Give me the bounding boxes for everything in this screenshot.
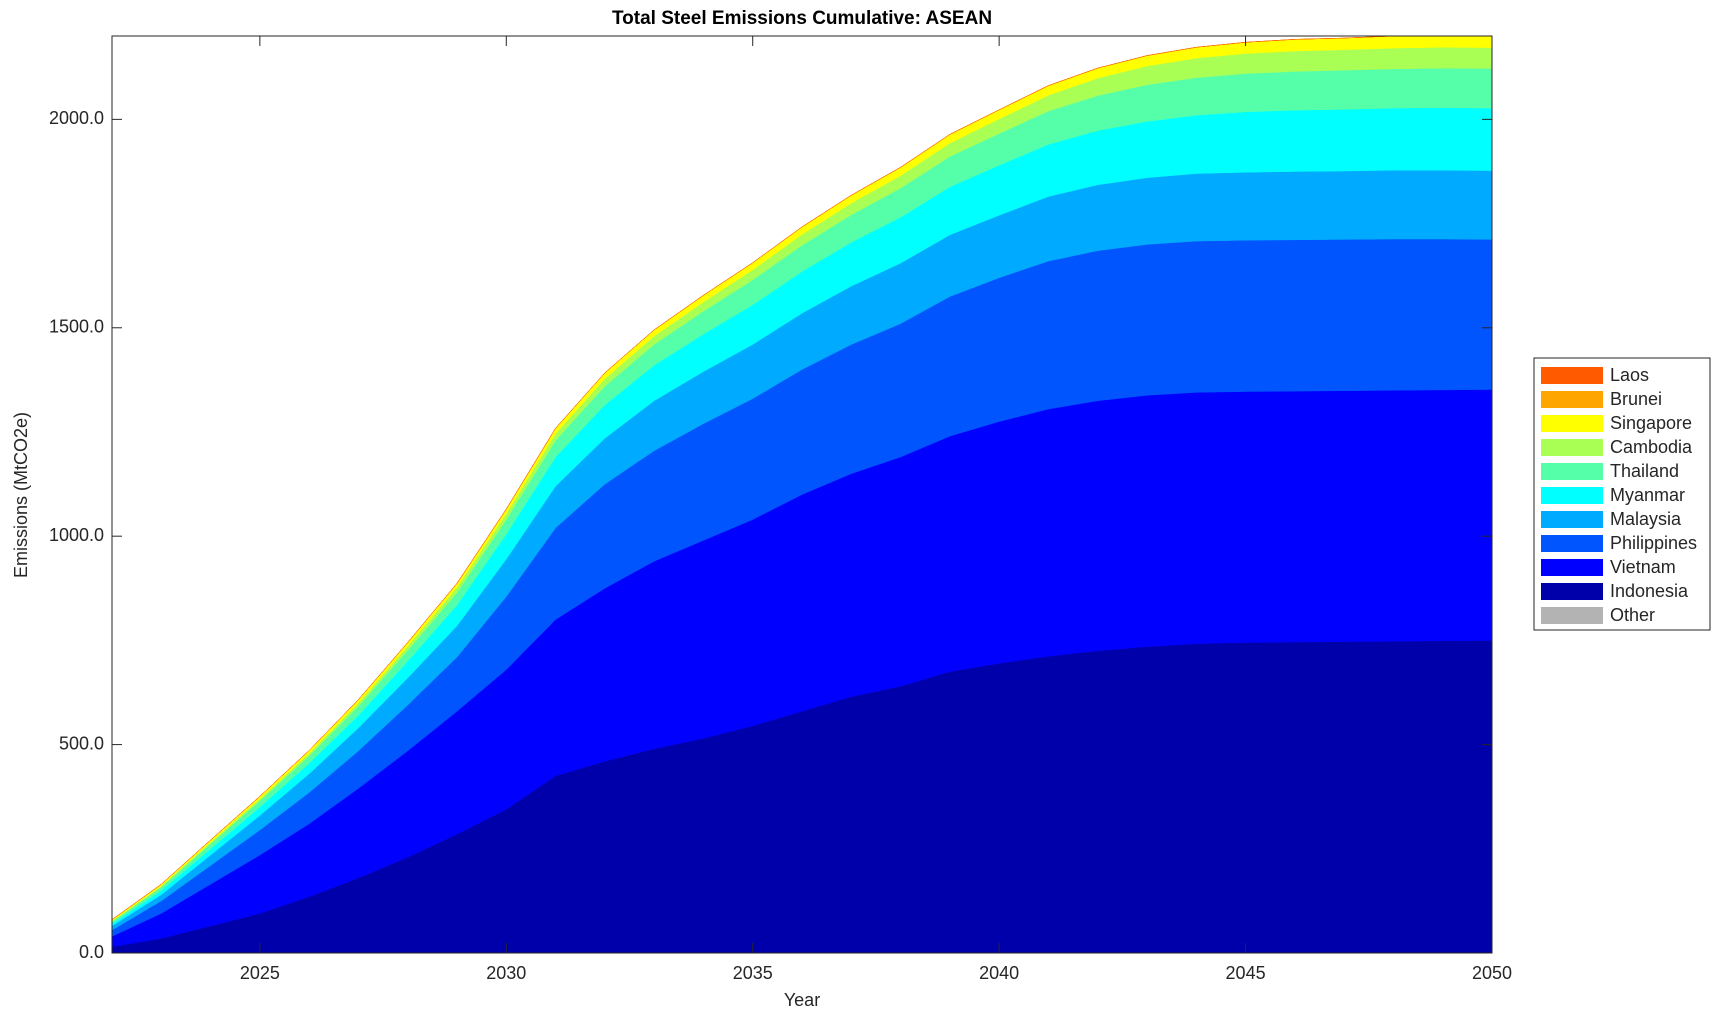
y-tick-label: 500.0 (59, 733, 104, 753)
x-tick-label: 2050 (1472, 963, 1512, 983)
x-tick-label: 2035 (733, 963, 773, 983)
chart-title: Total Steel Emissions Cumulative: ASEAN (612, 8, 992, 29)
legend-label: Thailand (1610, 461, 1679, 481)
legend-swatch (1541, 511, 1603, 528)
legend: Laos Brunei Singapore Cambodia Thailand Myanm… (1533, 357, 1711, 631)
legend-label: Malaysia (1610, 509, 1682, 529)
axes: 2025 2030 2035 2040 2045 2050 0.0 500.0 1000.0 15… (49, 35, 1512, 983)
y-tick-label: 0.0 (79, 942, 104, 962)
area (112, 36, 1409, 920)
legend-label: Singapore (1610, 413, 1692, 433)
legend-label: Philippines (1610, 533, 1697, 553)
legend-swatch (1541, 583, 1603, 600)
legend-swatch (1541, 415, 1603, 432)
x-tick-label: 2040 (979, 963, 1019, 983)
axes-box (111, 35, 1493, 954)
legend-label: Vietnam (1610, 557, 1676, 577)
legend-label: Cambodia (1610, 437, 1693, 457)
y-axis-label: Emissions (MtCO2e) (11, 412, 31, 578)
legend-label: Myanmar (1610, 485, 1685, 505)
legend-swatch (1541, 463, 1603, 480)
legend-swatch (1541, 559, 1603, 576)
y-tick-label: 1000.0 (49, 525, 104, 545)
legend-label: Brunei (1610, 389, 1662, 409)
x-tick-label: 2045 (1226, 963, 1266, 983)
y-tick-label: 2000.0 (49, 108, 104, 128)
legend-swatch (1541, 535, 1603, 552)
x-tick-label: 2030 (486, 963, 526, 983)
x-axis-label: Year (784, 990, 820, 1010)
y-tick-label: 1500.0 (49, 317, 104, 337)
legend-swatch (1541, 391, 1603, 408)
legend-swatch (1541, 367, 1603, 384)
x-tick-label: 2025 (240, 963, 280, 983)
legend-label: Other (1610, 605, 1655, 625)
legend-label: Indonesia (1610, 581, 1689, 601)
legend-swatch (1541, 439, 1603, 456)
plot-area (112, 36, 1492, 953)
legend-swatch (1541, 487, 1603, 504)
legend-swatch (1541, 607, 1603, 624)
legend-label: Laos (1610, 365, 1649, 385)
